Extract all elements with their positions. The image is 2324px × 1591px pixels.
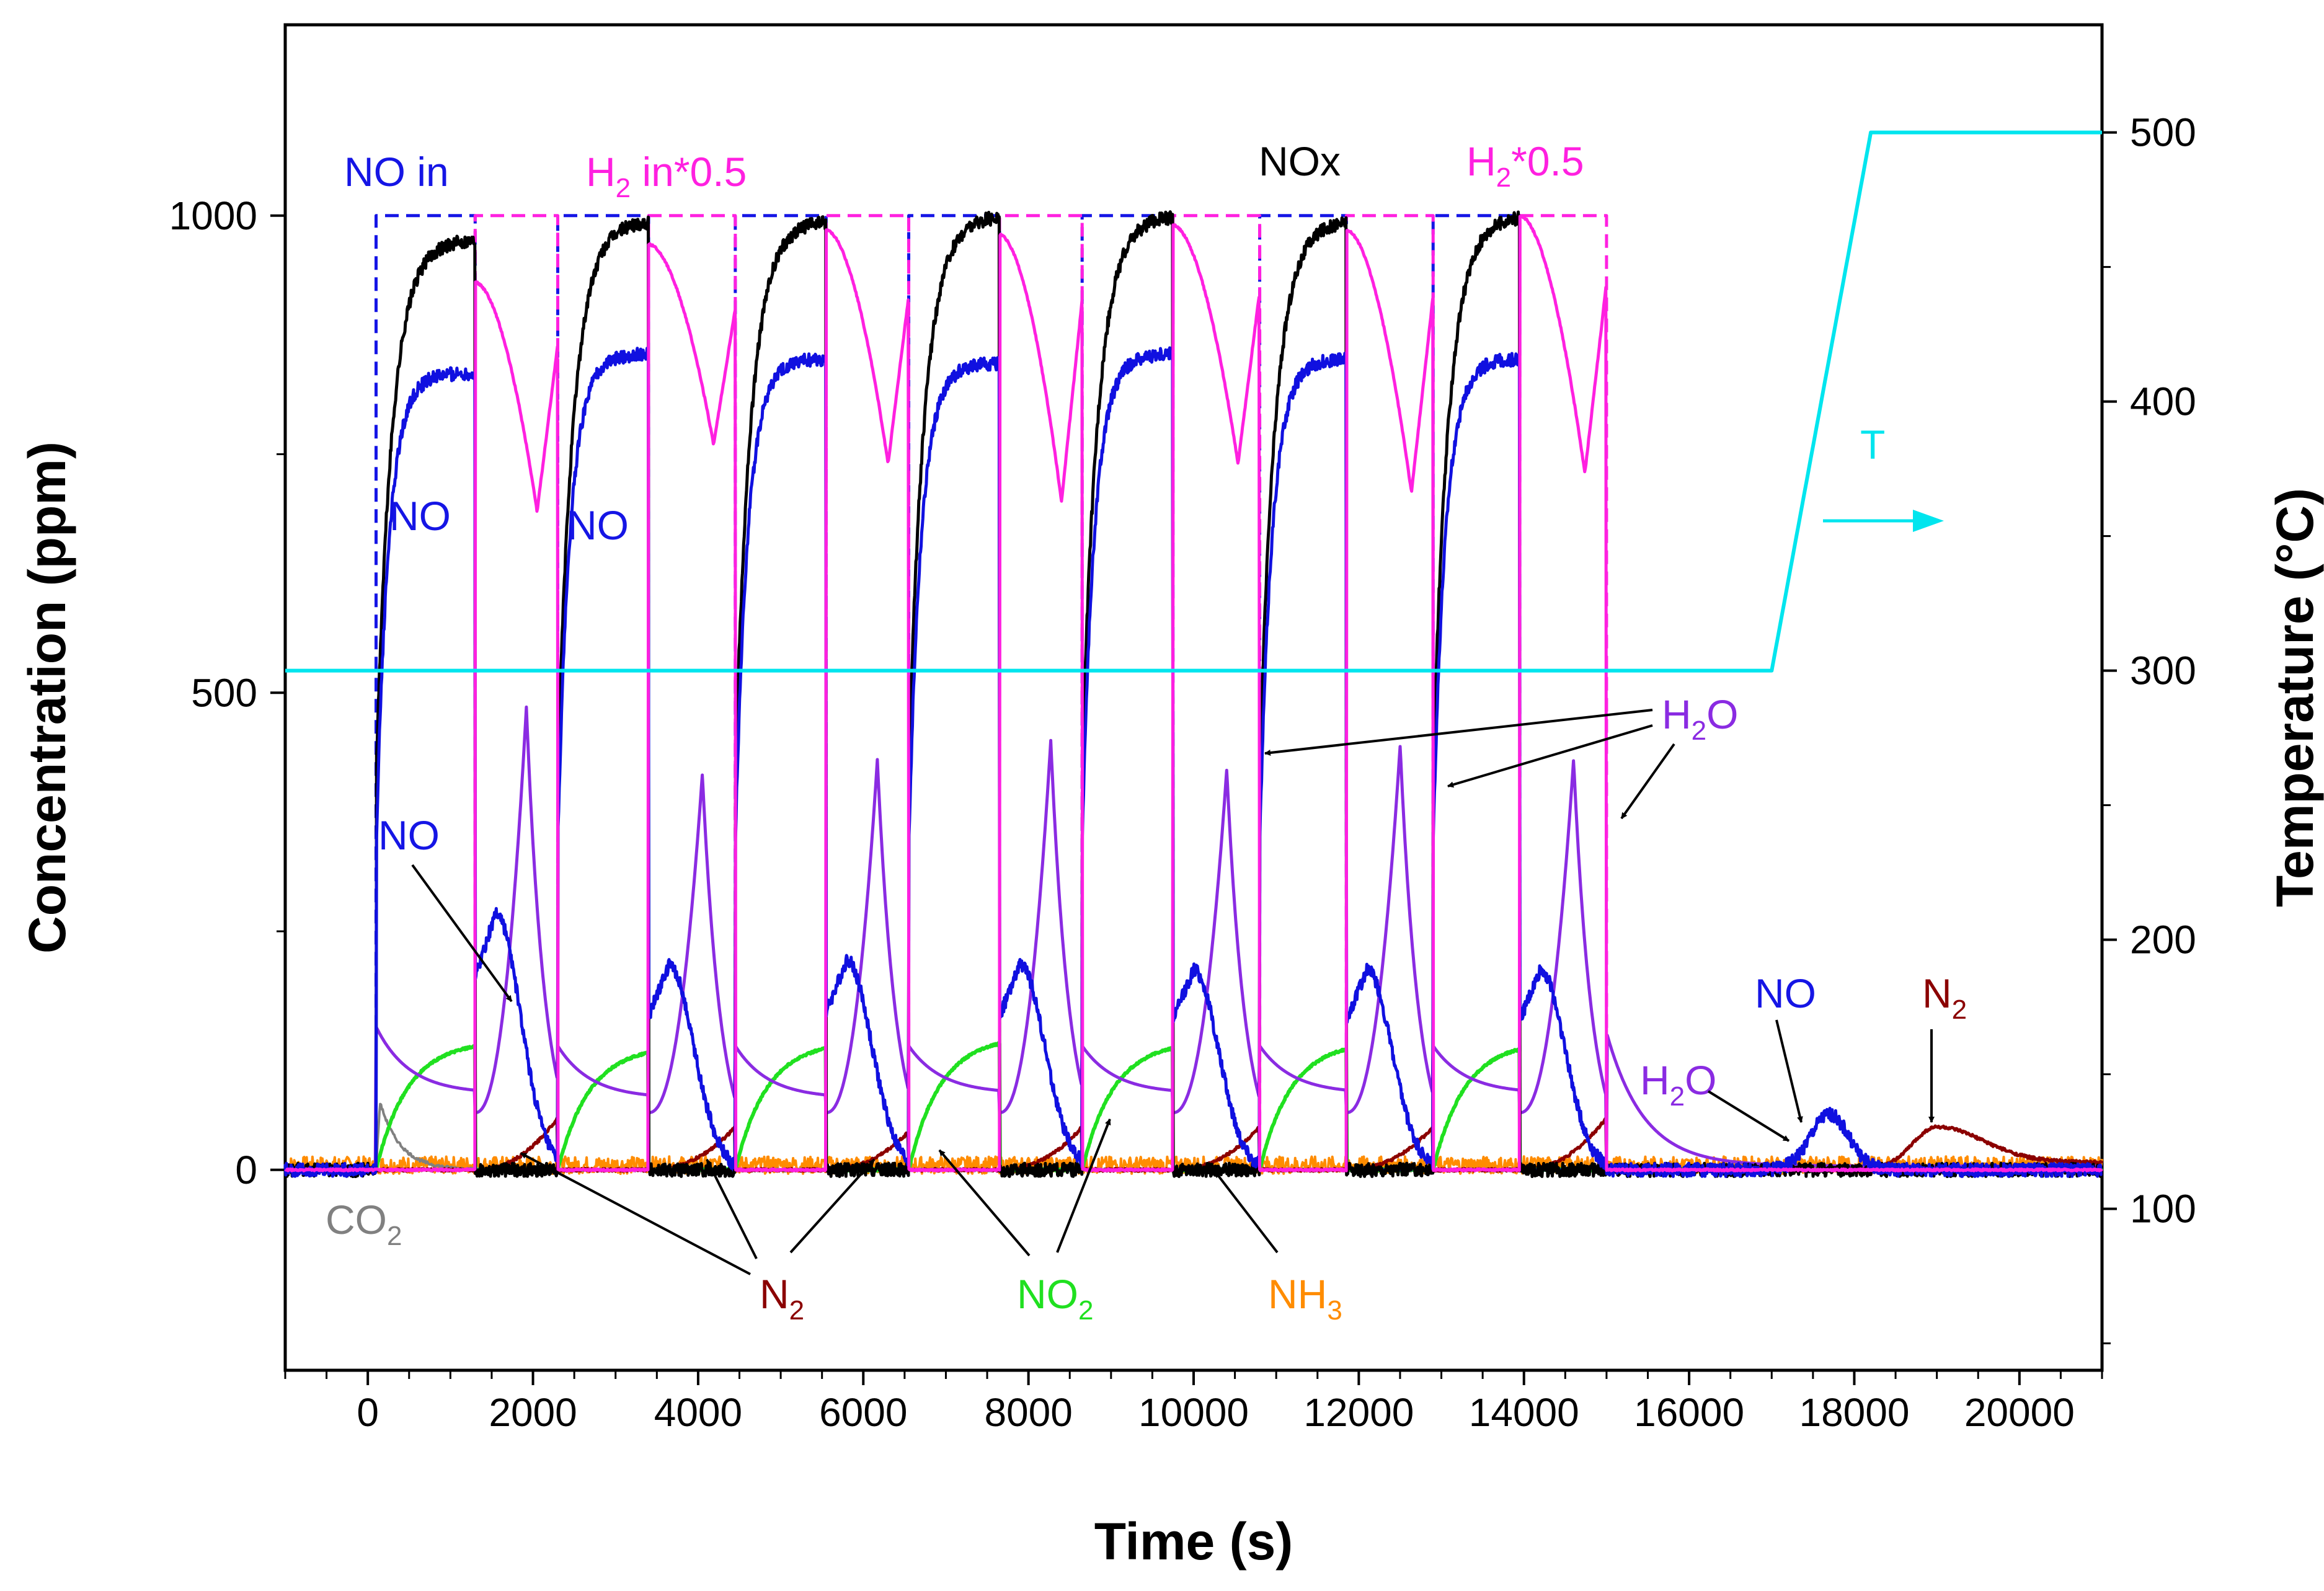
y2-tick-label: 200 (2130, 918, 2196, 962)
y2-axis-title: Temperature (°C) (2266, 488, 2324, 907)
label-no2: NO2 (1017, 1271, 1093, 1326)
annotation-arrows (411, 709, 1935, 1275)
x-tick-label: 12000 (1303, 1390, 1414, 1435)
label-no-a: NO (389, 493, 451, 539)
arrow-n2-3 (789, 1158, 876, 1254)
x-tick-label: 6000 (819, 1390, 907, 1435)
y2-tick-label: 300 (2130, 649, 2196, 693)
y2-tick-label: 400 (2130, 379, 2196, 424)
x-tick-label: 18000 (1799, 1390, 1909, 1435)
label-no-tpd: NO (1755, 970, 1816, 1016)
arrow-no-tpd (1775, 1019, 1803, 1123)
label-nh3: NH3 (1268, 1271, 1342, 1326)
x-tick-label: 4000 (654, 1390, 742, 1435)
arrow-t-head (1913, 510, 1944, 532)
label-co2: CO2 (326, 1197, 402, 1251)
arrow-no2-1 (938, 1149, 1031, 1257)
y2-tick-label: 500 (2130, 110, 2196, 155)
arrow-h2o-tpd (1707, 1090, 1790, 1142)
label-n2-a: N2 (760, 1271, 804, 1326)
y-tick-label: 1000 (169, 193, 257, 238)
tick-marks: 0 2000 4000 6000 8000 10000 12000 14000 16000 180… (169, 110, 2196, 1435)
label-nox: NOx (1259, 138, 1341, 184)
series-temp-line (285, 130, 2102, 673)
y-tick-label: 500 (191, 670, 257, 715)
arrow-h2o-1 (1264, 709, 1653, 756)
label-h2: H2*0.5 (1466, 138, 1584, 193)
label-n2-b: N2 (1922, 970, 1967, 1025)
x-tick-label: 2000 (489, 1390, 577, 1435)
arrow-h2o-2 (1447, 724, 1653, 788)
series-no-line (283, 346, 2103, 1178)
series-group (283, 130, 2104, 1179)
arrow-nh3 (1214, 1171, 1279, 1254)
x-tick-label: 14000 (1469, 1390, 1579, 1435)
label-no-in: NO in (344, 149, 449, 195)
label-t: T (1860, 422, 1885, 468)
label-no-c: NO (378, 812, 440, 858)
arrow-h2o-3 (1620, 743, 1675, 820)
label-h2o-b: H2O (1640, 1057, 1717, 1112)
arrow-n2-2 (706, 1159, 758, 1259)
x-tick-label: 0 (357, 1390, 379, 1435)
series-h2-line (284, 215, 2103, 1172)
y2-tick-label: 100 (2130, 1187, 2196, 1231)
arrow-n2-1 (520, 1152, 751, 1275)
label-h2o-a: H2O (1662, 691, 1739, 746)
label-h2-in: H2 in*0.5 (586, 149, 747, 203)
y-axis-title: Concentration (ppm) (18, 441, 76, 954)
arrow-no (411, 864, 513, 1003)
arrow-no2-2 (1056, 1119, 1111, 1253)
x-tick-label: 16000 (1634, 1390, 1744, 1435)
label-no-b: NO (567, 502, 629, 548)
x-tick-label: 8000 (984, 1390, 1072, 1435)
x-tick-label: 20000 (1964, 1390, 2075, 1435)
y-tick-label: 0 (235, 1148, 257, 1192)
x-tick-label: 10000 (1138, 1390, 1249, 1435)
x-axis-title: Time (s) (1094, 1512, 1293, 1571)
